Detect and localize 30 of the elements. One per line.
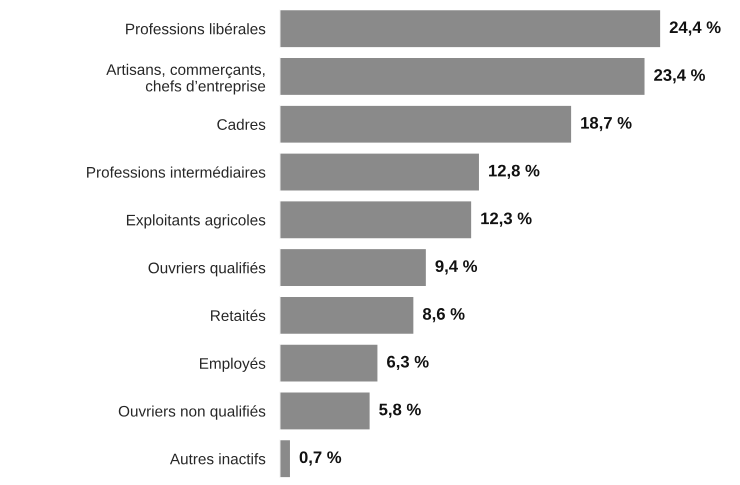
y-tick-label: Ouvriers non qualifiés — [118, 405, 266, 420]
bar — [280, 8, 662, 49]
data-label: 6,3 % — [387, 356, 429, 370]
y-tick-label: Professions libérales — [126, 22, 266, 34]
y-tick-label: Ouvriers qualifiés — [148, 262, 266, 276]
bar — [280, 391, 372, 431]
y-tick-label: Autres inactifs — [170, 453, 266, 464]
data-label: 9,4 % — [435, 260, 478, 274]
data-label: 8,6 % — [422, 308, 465, 322]
data-label: 5,8 % — [379, 404, 421, 418]
bar — [280, 152, 480, 192]
y-tick-label: Employés — [200, 358, 266, 372]
y-tick-label: Retaités — [211, 310, 266, 322]
data-label: 12,3 % — [481, 212, 532, 227]
bar — [280, 56, 646, 96]
bar — [280, 104, 572, 144]
y-tick-label: Professions intermédiaires — [87, 166, 266, 178]
data-label: 18,7 % — [581, 116, 632, 132]
bar — [280, 248, 428, 288]
bar — [280, 438, 292, 478]
data-label: 12,8 % — [489, 164, 540, 179]
y-tick-label: Exploitants agricoles — [126, 214, 266, 229]
data-label: 23,4 % — [654, 69, 705, 84]
data-label: 24,4 % — [670, 21, 721, 36]
bar — [280, 343, 379, 383]
data-label: 0,7 % — [300, 451, 342, 466]
bar — [280, 296, 415, 336]
y-tick-label: Artisans, commerçants, chefs d’entreprise — [106, 64, 266, 95]
y-tick-label: Cadres — [217, 118, 266, 130]
bar — [280, 200, 473, 240]
